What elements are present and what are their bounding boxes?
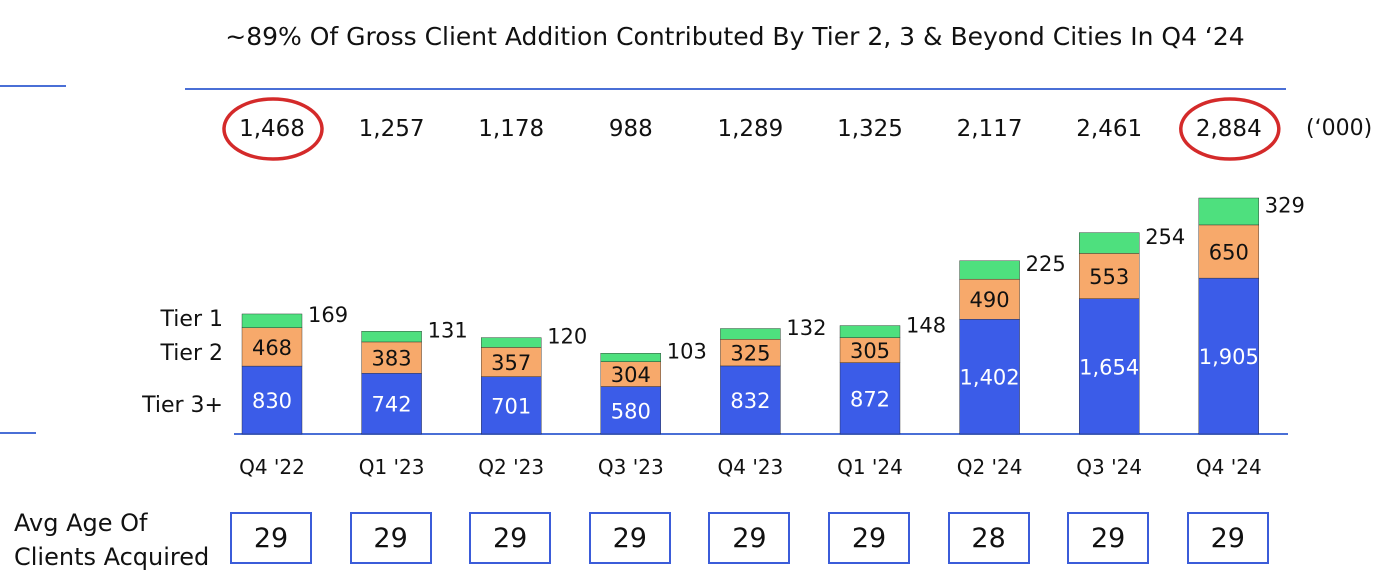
total-value: 1,325 bbox=[837, 116, 903, 142]
avg-age-box: 29 bbox=[469, 512, 552, 564]
tier2-label: Tier 2 bbox=[160, 341, 223, 366]
bar-tier3 bbox=[241, 365, 303, 435]
data-label-tier2: 468 bbox=[252, 336, 292, 360]
data-label-tier1: 254 bbox=[1145, 225, 1185, 249]
data-label-tier1: 103 bbox=[667, 339, 707, 363]
bar-tier3 bbox=[1198, 277, 1260, 435]
avg-age-box: 29 bbox=[349, 512, 432, 564]
bar-tier1 bbox=[839, 325, 901, 338]
data-label-tier2: 553 bbox=[1089, 265, 1129, 289]
data-label-tier1: 148 bbox=[906, 314, 946, 338]
bar-tier2 bbox=[959, 278, 1020, 320]
bar-tier2 bbox=[361, 341, 422, 374]
data-label-tier2: 650 bbox=[1209, 241, 1249, 265]
bar-tier3 bbox=[600, 386, 661, 435]
x-tick-label: Q4 '24 bbox=[1196, 455, 1262, 479]
title-rule bbox=[185, 88, 1286, 90]
data-label-tier3: 742 bbox=[372, 393, 412, 417]
total-value: 1,178 bbox=[478, 116, 545, 142]
chart-title: ~89% Of Gross Client Addition Contribute… bbox=[225, 22, 1245, 51]
avg-age-label-line2: Clients Acquired bbox=[14, 543, 210, 571]
highlight-circle bbox=[1179, 97, 1281, 161]
data-label-tier3: 1,402 bbox=[960, 366, 1020, 390]
data-label-tier3: 872 bbox=[850, 387, 890, 411]
avg-age-label: Avg Age Of Clients Acquired bbox=[14, 506, 209, 574]
bar-tier3 bbox=[481, 376, 542, 435]
total-value: 2,884 bbox=[1195, 116, 1262, 142]
data-label-tier3: 830 bbox=[252, 389, 292, 413]
bar-tier2 bbox=[241, 327, 303, 367]
bar-tier1 bbox=[1198, 197, 1260, 226]
x-tick-label: Q4 '22 bbox=[239, 455, 305, 479]
avg-age-box: 29 bbox=[1186, 512, 1269, 564]
total-value: 1,257 bbox=[358, 116, 425, 142]
avg-age-box: 29 bbox=[588, 512, 671, 564]
bar-tier1 bbox=[600, 353, 661, 362]
left-rule-top bbox=[0, 85, 66, 87]
data-label-tier1: 131 bbox=[428, 319, 468, 343]
data-label-tier3: 1,654 bbox=[1079, 355, 1139, 379]
total-value: 2,461 bbox=[1076, 116, 1143, 142]
x-tick-label: Q3 '23 bbox=[598, 455, 664, 479]
data-label-tier3: 701 bbox=[491, 394, 531, 418]
data-label-tier2: 357 bbox=[491, 351, 531, 375]
data-label-tier2: 490 bbox=[970, 288, 1010, 312]
avg-age-box: 29 bbox=[828, 512, 910, 564]
avg-age-box: 29 bbox=[708, 512, 791, 564]
total-value: 1,289 bbox=[717, 116, 784, 142]
bar-tier3 bbox=[361, 373, 422, 435]
data-label-tier2: 305 bbox=[850, 339, 890, 363]
bar-tier2 bbox=[839, 337, 901, 363]
data-label-tier1: 225 bbox=[1026, 252, 1066, 276]
highlight-circle bbox=[222, 97, 324, 161]
bar-tier1 bbox=[720, 328, 781, 340]
total-value: 2,117 bbox=[956, 116, 1023, 142]
bar-tier2 bbox=[600, 361, 661, 387]
data-label-tier1: 169 bbox=[308, 303, 348, 327]
bar-tier1 bbox=[481, 337, 542, 348]
avg-age-box: 29 bbox=[1067, 512, 1150, 564]
bar-tier2 bbox=[1198, 224, 1260, 279]
tier3-label: Tier 3+ bbox=[142, 393, 223, 418]
data-label-tier1: 132 bbox=[786, 316, 826, 340]
data-label-tier2: 304 bbox=[611, 363, 651, 387]
total-value: 988 bbox=[608, 116, 653, 142]
bar-tier2 bbox=[720, 339, 781, 367]
bar-tier3 bbox=[959, 319, 1020, 435]
bar-tier1 bbox=[361, 331, 422, 343]
tier1-label: Tier 1 bbox=[160, 307, 223, 332]
bar-tier2 bbox=[481, 347, 542, 377]
bar-tier1 bbox=[959, 260, 1020, 280]
data-label-tier3: 1,905 bbox=[1199, 345, 1259, 369]
data-label-tier2: 325 bbox=[730, 342, 770, 366]
avg-age-label-line1: Avg Age Of bbox=[14, 509, 148, 537]
data-label-tier3: 580 bbox=[611, 399, 651, 423]
data-label-tier1: 120 bbox=[547, 325, 587, 349]
x-tick-label: Q2 '24 bbox=[957, 455, 1023, 479]
left-rule-bottom bbox=[0, 432, 36, 434]
x-tick-label: Q2 '23 bbox=[478, 455, 544, 479]
avg-age-box: 28 bbox=[947, 512, 1030, 564]
bar-tier3 bbox=[1078, 298, 1140, 435]
data-label-tier1: 329 bbox=[1265, 193, 1305, 217]
avg-age-box: 29 bbox=[230, 512, 312, 564]
data-label-tier2: 383 bbox=[372, 347, 412, 371]
bar-tier2 bbox=[1078, 253, 1140, 299]
data-label-tier3: 832 bbox=[730, 389, 770, 413]
x-tick-label: Q1 '24 bbox=[837, 455, 903, 479]
bar-tier3 bbox=[839, 362, 901, 435]
unit-label: (‘000) bbox=[1306, 116, 1373, 141]
total-value: 1,468 bbox=[239, 116, 305, 142]
bar-tier1 bbox=[1078, 232, 1140, 254]
x-tick-label: Q3 '24 bbox=[1076, 455, 1142, 479]
bar-tier1 bbox=[241, 313, 303, 328]
x-tick-label: Q1 '23 bbox=[359, 455, 425, 479]
bar-tier3 bbox=[720, 365, 781, 435]
x-tick-label: Q4 '23 bbox=[718, 455, 784, 479]
